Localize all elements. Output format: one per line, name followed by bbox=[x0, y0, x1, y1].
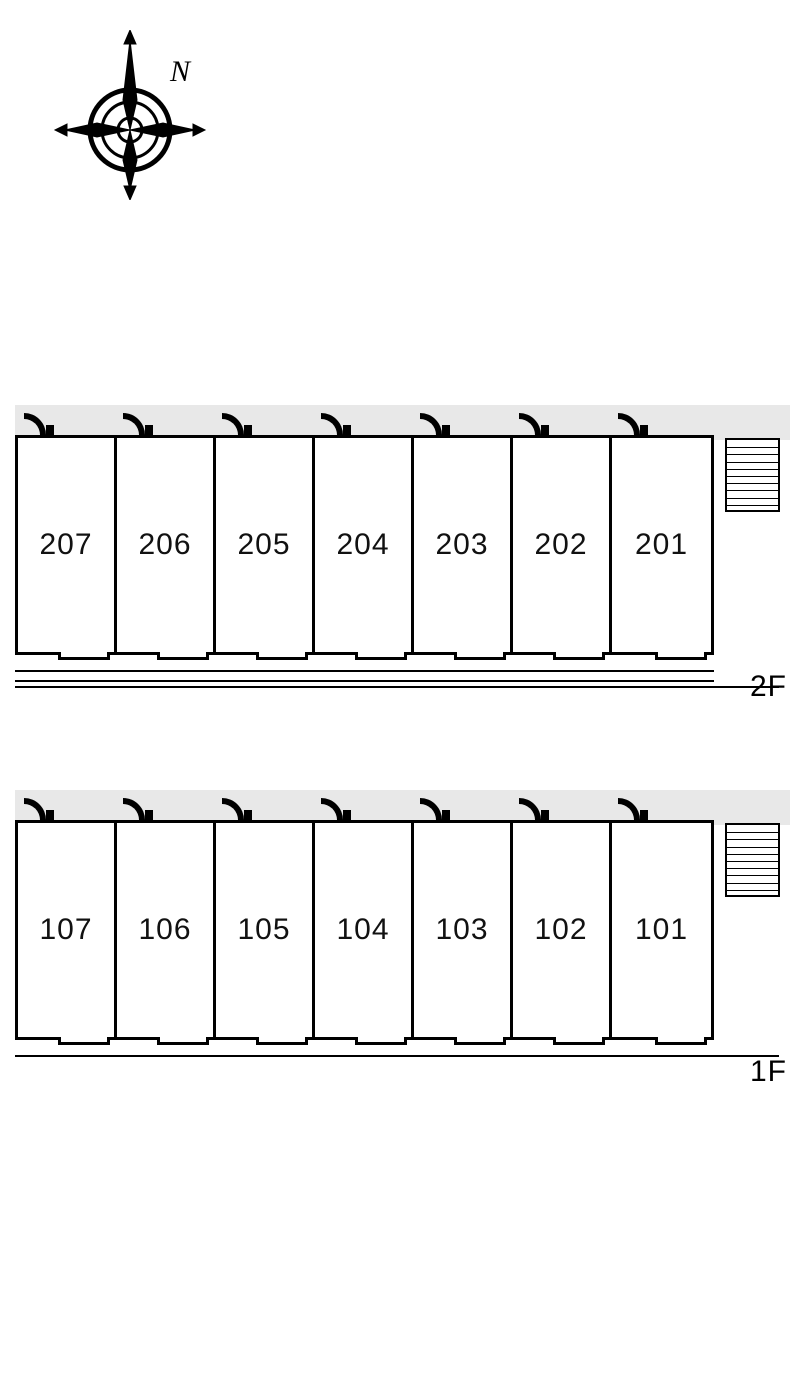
unit-206: 206 bbox=[117, 438, 216, 652]
unit-107: 107 bbox=[18, 823, 117, 1037]
window-sill bbox=[553, 1037, 605, 1045]
compass: N bbox=[45, 30, 215, 200]
window-sill bbox=[655, 652, 707, 660]
floor-label: 2F bbox=[750, 670, 787, 704]
unit-label: 104 bbox=[336, 913, 389, 947]
window-sill bbox=[454, 1037, 506, 1045]
door-icon bbox=[420, 411, 452, 435]
unit-label: 207 bbox=[39, 528, 92, 562]
compass-north-label: N bbox=[170, 55, 190, 89]
unit-202: 202 bbox=[513, 438, 612, 652]
window-sill bbox=[157, 1037, 209, 1045]
window-sill bbox=[355, 652, 407, 660]
window-sill bbox=[256, 652, 308, 660]
unit-label: 103 bbox=[435, 913, 488, 947]
baseline bbox=[15, 1055, 779, 1057]
unit-205: 205 bbox=[216, 438, 315, 652]
window-sill bbox=[553, 652, 605, 660]
unit-101: 101 bbox=[612, 823, 711, 1037]
unit-label: 106 bbox=[138, 913, 191, 947]
window-sill bbox=[256, 1037, 308, 1045]
window-sill bbox=[454, 652, 506, 660]
baseline bbox=[15, 686, 779, 688]
unit-204: 204 bbox=[315, 438, 414, 652]
door-icon bbox=[420, 796, 452, 820]
door-icon bbox=[222, 411, 254, 435]
unit-label: 203 bbox=[435, 528, 488, 562]
window-sill bbox=[655, 1037, 707, 1045]
window-sill bbox=[157, 652, 209, 660]
door-icon bbox=[123, 411, 155, 435]
unit-203: 203 bbox=[414, 438, 513, 652]
unit-104: 104 bbox=[315, 823, 414, 1037]
balcony-ledge bbox=[15, 670, 714, 682]
window-sill bbox=[58, 1037, 110, 1045]
door-icon bbox=[24, 796, 56, 820]
door-icon bbox=[618, 796, 650, 820]
unit-label: 101 bbox=[635, 913, 688, 947]
unit-label: 206 bbox=[138, 528, 191, 562]
window-sill bbox=[58, 652, 110, 660]
units-row: 207 206 205 204 203 202 bbox=[15, 435, 714, 655]
stairs-icon bbox=[725, 438, 780, 548]
unit-label: 105 bbox=[237, 913, 290, 947]
unit-103: 103 bbox=[414, 823, 513, 1037]
window-sill bbox=[355, 1037, 407, 1045]
door-icon bbox=[618, 411, 650, 435]
unit-label: 205 bbox=[237, 528, 290, 562]
unit-207: 207 bbox=[18, 438, 117, 652]
unit-201: 201 bbox=[612, 438, 711, 652]
door-icon bbox=[123, 796, 155, 820]
stairs-icon bbox=[725, 823, 780, 933]
floor-label: 1F bbox=[750, 1055, 787, 1089]
floorplan-canvas: N 207 206 205 204 203 202 bbox=[0, 0, 800, 1373]
unit-label: 102 bbox=[534, 913, 587, 947]
door-icon bbox=[24, 411, 56, 435]
unit-106: 106 bbox=[117, 823, 216, 1037]
door-icon bbox=[519, 411, 551, 435]
unit-label: 202 bbox=[534, 528, 587, 562]
units-row: 107 106 105 104 103 102 bbox=[15, 820, 714, 1040]
door-icon bbox=[321, 796, 353, 820]
unit-label: 107 bbox=[39, 913, 92, 947]
door-icon bbox=[222, 796, 254, 820]
unit-105: 105 bbox=[216, 823, 315, 1037]
unit-label: 201 bbox=[635, 528, 688, 562]
door-icon bbox=[519, 796, 551, 820]
unit-102: 102 bbox=[513, 823, 612, 1037]
unit-label: 204 bbox=[336, 528, 389, 562]
door-icon bbox=[321, 411, 353, 435]
